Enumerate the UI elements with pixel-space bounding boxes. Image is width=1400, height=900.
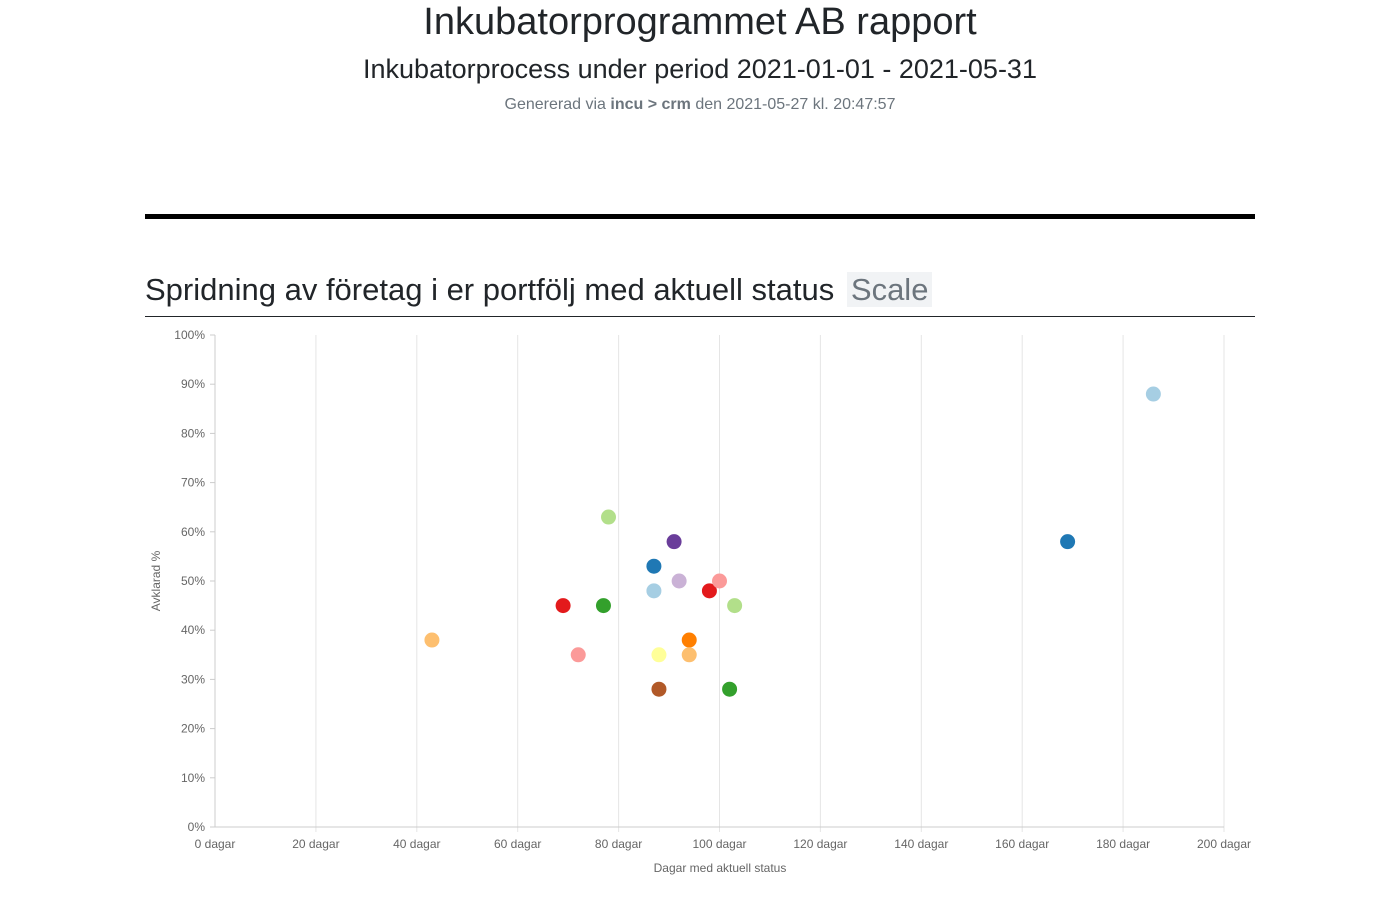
scatter-point	[646, 558, 662, 574]
section-underline	[145, 316, 1255, 317]
data-points	[424, 386, 1161, 697]
y-tick-label: 70%	[181, 476, 205, 490]
scatter-point	[651, 681, 667, 697]
scale-badge: Scale	[846, 272, 933, 307]
x-tick-label: 180 dagar	[1096, 837, 1150, 851]
generated-source: incu > crm	[610, 96, 691, 113]
y-tick-label: 100%	[174, 328, 205, 342]
x-tick-label: 20 dagar	[292, 837, 339, 851]
y-tick-label: 10%	[181, 771, 205, 785]
scatter-point	[570, 647, 586, 663]
axes	[214, 335, 1224, 828]
scatter-point	[681, 647, 697, 663]
scatter-point	[555, 598, 571, 614]
scatter-point	[646, 583, 662, 599]
scatter-point	[666, 534, 682, 550]
x-tick-label: 80 dagar	[595, 837, 642, 851]
tick-labels: 0 dagar 20 dagar 40 dagar 60 dagar 80 dagar 1…	[174, 328, 1251, 851]
x-tick-label: 0 dagar	[195, 837, 236, 851]
report-subtitle: Inkubatorprocess under period 2021-01-01…	[363, 54, 1037, 84]
y-tick-label: 60%	[181, 525, 205, 539]
scatter-point	[424, 632, 440, 648]
y-tick-label: 30%	[181, 672, 205, 686]
x-tick-label: 120 dagar	[793, 837, 847, 851]
y-axis-label: Avklarad %	[149, 550, 163, 611]
generated-prefix: Genererad via	[504, 96, 606, 113]
y-tick-label: 80%	[181, 426, 205, 440]
x-axis-label: Dagar med aktuell status	[654, 861, 787, 875]
y-tick-label: 0%	[188, 820, 206, 834]
x-tick-label: 100 dagar	[692, 837, 746, 851]
scatter-point	[681, 632, 697, 648]
scatter-point	[1060, 534, 1076, 550]
scatter-point	[701, 583, 717, 599]
section-divider	[145, 214, 1255, 219]
x-tick-label: 200 dagar	[1197, 837, 1251, 851]
generated-info: Genererad via incu > crm den 2021-05-27 …	[0, 95, 1400, 115]
scatter-point	[651, 647, 667, 663]
grid-lines	[210, 334, 1225, 832]
generated-suffix: den 2021-05-27 kl. 20:47:57	[695, 96, 896, 113]
y-tick-label: 50%	[181, 574, 205, 588]
scatter-point	[601, 509, 617, 525]
x-tick-label: 160 dagar	[995, 837, 1049, 851]
section-title: Spridning av företag i er portfölj med a…	[145, 272, 835, 307]
y-tick-label: 90%	[181, 377, 205, 391]
x-tick-label: 40 dagar	[393, 837, 440, 851]
report-title: Inkubatorprogrammet AB rapport	[423, 1, 977, 43]
scatter-point	[712, 573, 727, 589]
scatter-point	[671, 573, 687, 589]
y-tick-label: 40%	[181, 623, 205, 637]
scatter-point	[722, 681, 738, 697]
y-tick-label: 20%	[181, 722, 205, 736]
scatter-point	[727, 598, 743, 614]
x-tick-label: 60 dagar	[494, 837, 541, 851]
scatter-point	[1145, 386, 1161, 402]
x-tick-label: 140 dagar	[894, 837, 948, 851]
section-heading: Spridning av företag i er portfölj med a…	[145, 268, 933, 312]
scatter-point	[595, 598, 611, 614]
